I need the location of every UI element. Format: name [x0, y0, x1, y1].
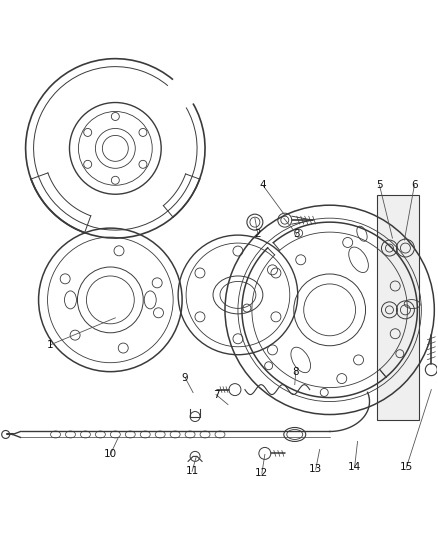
Text: 9: 9 [182, 373, 188, 383]
Text: 7: 7 [213, 390, 219, 400]
Text: 10: 10 [104, 449, 117, 459]
Text: 8: 8 [293, 367, 299, 377]
Text: 12: 12 [255, 469, 268, 478]
Text: 14: 14 [348, 462, 361, 472]
Text: 11: 11 [185, 466, 199, 477]
Text: 15: 15 [400, 462, 413, 472]
Text: 6: 6 [411, 180, 418, 190]
Text: 13: 13 [309, 464, 322, 474]
Text: 3: 3 [293, 229, 300, 239]
Text: 1: 1 [47, 340, 54, 350]
Text: 2: 2 [254, 229, 261, 239]
Text: 4: 4 [260, 180, 266, 190]
Polygon shape [378, 195, 419, 419]
Text: 5: 5 [376, 180, 383, 190]
